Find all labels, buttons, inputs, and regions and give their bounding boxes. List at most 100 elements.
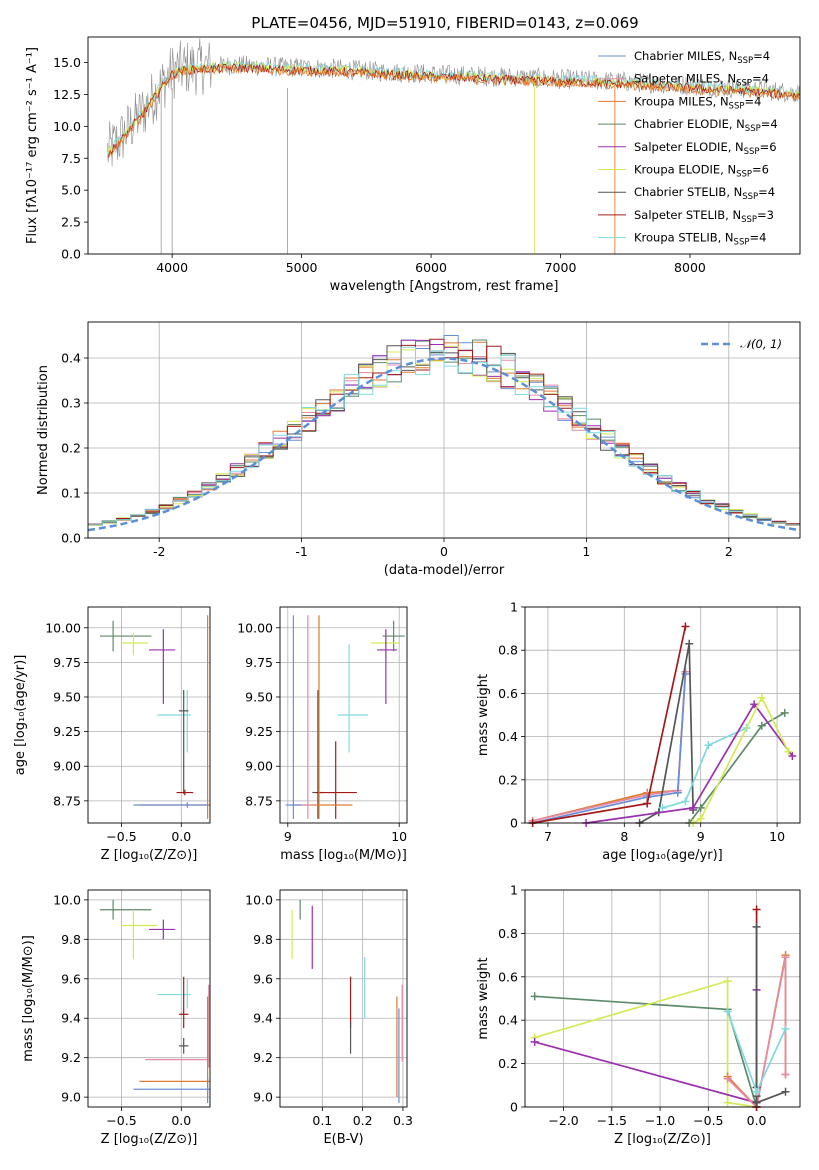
point-marker-salpeter_stelib <box>752 905 761 914</box>
x-axis-label: mass [log₁₀(M/M⊙)] <box>280 848 407 863</box>
point-marker-salpeter_elodie <box>689 803 698 812</box>
x-axis-label: E(B-V) <box>323 1132 363 1147</box>
y-tick-label: 9.2 <box>61 1050 81 1065</box>
legend-label-text: Kroupa ELODIE, N <box>634 163 736 177</box>
axes-frame <box>279 889 408 1108</box>
y-tick-label: 9.50 <box>53 690 81 705</box>
y-tick-label: 9.25 <box>53 724 81 739</box>
series-line-kroupa_elodie <box>534 979 757 1108</box>
x-axis-label: (data-model)/error <box>384 563 505 578</box>
x-axis-label: wavelength [Angstrom, rest frame] <box>330 279 559 294</box>
y-tick-label: 10.0 <box>53 892 81 907</box>
point-marker-chabrier_elodie <box>780 708 789 717</box>
series-line-kroupa_stelib <box>662 727 747 809</box>
point-marker-kroupa_elodie <box>696 814 705 823</box>
legend-label-suffix: =4 <box>749 231 766 245</box>
legend-label-suffix: =4 <box>752 72 769 86</box>
mass-weight-vs-age-panel: 7 8 9 10 0 0.2 0.4 0.6 0.8 1 age [log₁₀(age/yr)] ma… <box>476 600 801 863</box>
point-marker-salpeter_stelib <box>681 622 690 631</box>
mass-vs-extinction-panel: 0.1 0.2 0.3 9.0 9.2 9.4 9.6 9.8 10.0 E(B-V) <box>245 889 413 1147</box>
x-axis-label: Z [log₁₀(Z/Z⊙)] <box>101 1132 198 1147</box>
y-axis-label: Normed distribution <box>36 365 51 495</box>
legend-label: Kroupa STELIB, NSSP=4 <box>634 231 766 248</box>
gaussian-reference-line <box>87 357 801 532</box>
x-axis-label: Z [log₁₀(Z/Z⊙)] <box>101 848 198 863</box>
x-tick-label: -1 <box>295 544 307 559</box>
x-tick-label: 7 <box>544 829 552 844</box>
legend-label-suffix: =4 <box>753 49 770 63</box>
legend-label-sub: SSP <box>744 147 760 157</box>
legend-label: Chabrier STELIB, NSSP=4 <box>634 185 775 202</box>
x-tick-label: 0.0 <box>171 1113 191 1128</box>
y-tick-label: 10.0 <box>53 119 81 134</box>
y-tick-label: 8.75 <box>245 793 273 808</box>
y-tick-label: 8.75 <box>53 793 81 808</box>
x-tick-label: 0.1 <box>312 1113 332 1128</box>
series-line-kroupa_elodie <box>692 695 790 824</box>
point-marker-chabrier_stelib <box>752 1098 761 1107</box>
y-tick-label: 0.4 <box>498 729 518 744</box>
age-vs-metallicity-panel: −0.5 0.0 8.75 9.00 9.25 9.50 9.75 10.00 Z [log₁₀… <box>13 606 211 863</box>
series-line-salpeter_elodie <box>534 989 758 1104</box>
y-tick-label: 9.0 <box>61 1090 81 1105</box>
legend-label-suffix: =4 <box>761 117 778 131</box>
legend-label-text: Kroupa MILES, N <box>634 94 729 108</box>
y-tick-label: 1 <box>510 600 518 615</box>
series-line-chabrier_stelib <box>639 643 694 824</box>
y-tick-label: 0.6 <box>498 686 518 701</box>
y-tick-label: 0.0 <box>61 531 81 546</box>
y-tick-label: 2.5 <box>61 215 81 230</box>
point-marker-kroupa_elodie <box>723 1098 732 1107</box>
model-series-salpeter_stelib <box>107 63 800 159</box>
y-tick-label: 9.00 <box>53 759 81 774</box>
x-tick-label: −2.0 <box>548 1113 578 1128</box>
point-marker-salpeter_elodie <box>530 1037 539 1046</box>
legend-label-sub: SSP <box>736 170 752 180</box>
legend-label-text: Salpeter ELODIE, N <box>634 140 744 154</box>
legend-label: Chabrier MILES, NSSP=4 <box>634 49 770 66</box>
x-tick-label: 0.0 <box>747 1113 767 1128</box>
residual-histogram-panel: -2 -1 0 1 2 0.0 0.1 0.2 0.3 0.4 (data-model)/error… <box>36 321 801 578</box>
legend-label: Salpeter MILES, NSSP=4 <box>634 72 769 89</box>
legend-label-suffix: =3 <box>757 208 774 222</box>
series-line-chabrier_miles <box>532 673 687 824</box>
y-tick-label: 7.5 <box>61 151 81 166</box>
series-line-chabrier_stelib <box>755 926 786 1104</box>
point-marker-kroupa_stelib <box>681 797 690 806</box>
x-tick-label: 6000 <box>415 260 447 275</box>
y-tick-label: 15.0 <box>53 55 81 70</box>
point-marker-kroupa_elodie <box>757 693 766 702</box>
point-marker-chabrier_elodie <box>757 721 766 730</box>
x-tick-label: 0.3 <box>393 1113 413 1128</box>
y-tick-label: 10.00 <box>237 620 273 635</box>
y-tick-label: 9.4 <box>253 1011 273 1026</box>
legend-label-sub: SSP <box>745 124 761 134</box>
legend-label: Kroupa MILES, NSSP=4 <box>634 94 761 111</box>
legend-label-sub: SSP <box>736 79 752 89</box>
x-tick-label: 9 <box>284 829 292 844</box>
y-axis-label: Flux [fλ10⁻¹⁷ erg cm⁻² s⁻¹ A⁻¹] <box>25 47 40 244</box>
y-tick-label: 9.6 <box>61 971 81 986</box>
legend-label-text: Chabrier STELIB, N <box>634 185 742 199</box>
series-line-salpeter_elodie <box>585 702 794 824</box>
series-line-salpeter_miles <box>532 671 687 822</box>
y-tick-label: 9.75 <box>245 655 273 670</box>
y-tick-label: 9.8 <box>61 932 81 947</box>
y-tick-label: 0 <box>510 1100 518 1115</box>
x-tick-label: 0 <box>440 544 448 559</box>
x-tick-label: −0.5 <box>106 1113 136 1128</box>
point-marker-kroupa_stelib <box>781 1024 790 1033</box>
x-tick-label: −1.0 <box>645 1113 675 1128</box>
point-marker-kroupa_stelib <box>704 741 713 750</box>
legend-label-suffix: =6 <box>760 140 777 154</box>
legend-label-text: Kroupa STELIB, N <box>634 231 734 245</box>
legend-label-sub: SSP <box>734 238 750 248</box>
point-marker-chabrier_miles <box>681 669 690 678</box>
point-marker-kroupa_stelib <box>752 1087 761 1096</box>
y-tick-label: 12.5 <box>53 87 81 102</box>
legend-label-gaussian: 𝒩(0, 1) <box>740 337 782 351</box>
y-tick-label: 0.8 <box>498 926 518 941</box>
y-tick-label: 9.00 <box>245 759 273 774</box>
y-tick-label: 0.3 <box>61 396 81 411</box>
